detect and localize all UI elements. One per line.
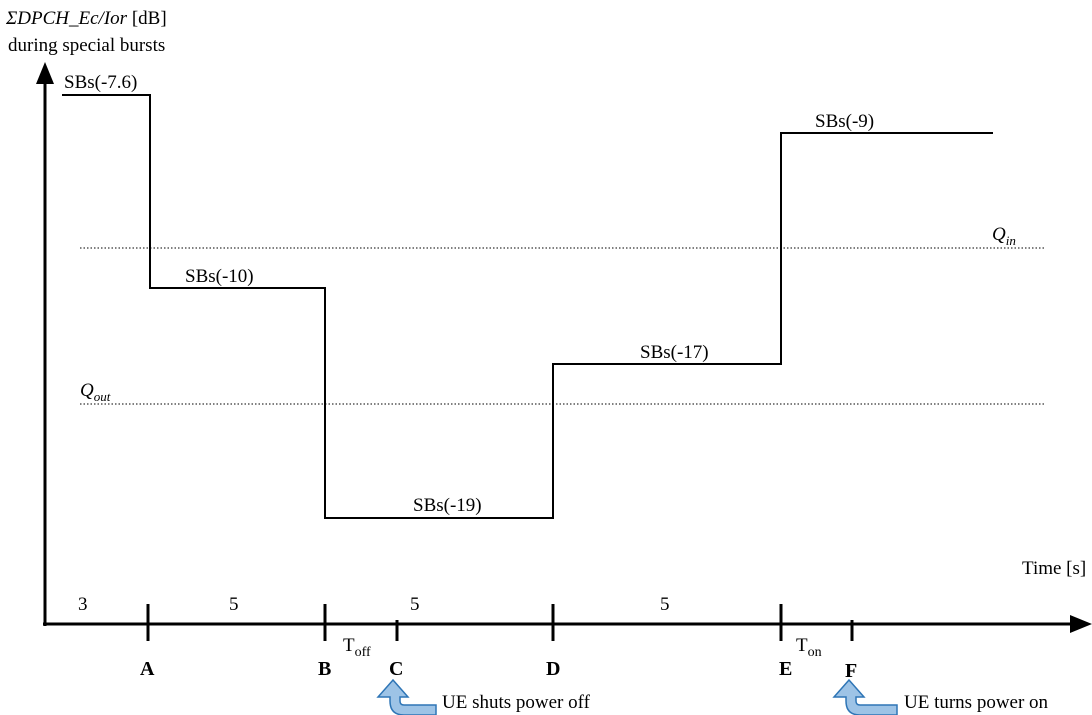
duration-label: 5 bbox=[410, 594, 420, 615]
level-label: SBs(-7.6) bbox=[64, 72, 137, 93]
y-axis-subtitle: during special bursts bbox=[8, 35, 165, 56]
point-label: C bbox=[389, 658, 403, 680]
level-label: SBs(-19) bbox=[413, 495, 482, 516]
x-axis-label: Time [s] bbox=[1022, 558, 1086, 579]
power-off-label: UE shuts power off bbox=[442, 692, 591, 713]
level-label: SBs(-9) bbox=[815, 111, 874, 132]
power-on-label: UE turns power on bbox=[904, 692, 1049, 713]
level-label: SBs(-10) bbox=[185, 266, 254, 287]
power-on-arrow-icon bbox=[832, 678, 898, 715]
t-off-label: Toff bbox=[343, 635, 371, 660]
power-off-arrow-icon bbox=[376, 678, 437, 715]
duration-label: 5 bbox=[660, 594, 670, 615]
q-in-label: Qin bbox=[992, 224, 1016, 248]
point-label: D bbox=[546, 658, 560, 680]
point-label: B bbox=[318, 658, 331, 680]
power-level-waveform bbox=[62, 94, 993, 519]
y-axis-arrowhead bbox=[36, 62, 54, 84]
point-label: F bbox=[845, 660, 857, 682]
q-out-label: Qout bbox=[80, 380, 111, 404]
x-axis-arrowhead bbox=[1070, 615, 1092, 633]
point-label: A bbox=[140, 658, 155, 680]
t-on-label: Ton bbox=[796, 635, 822, 660]
level-label: SBs(-17) bbox=[640, 342, 709, 363]
y-axis-label: ΣDPCH_Ec/Ior [dB] bbox=[5, 8, 167, 29]
duration-label: 5 bbox=[229, 594, 239, 615]
duration-label: 3 bbox=[78, 594, 88, 615]
point-label: E bbox=[779, 658, 792, 680]
